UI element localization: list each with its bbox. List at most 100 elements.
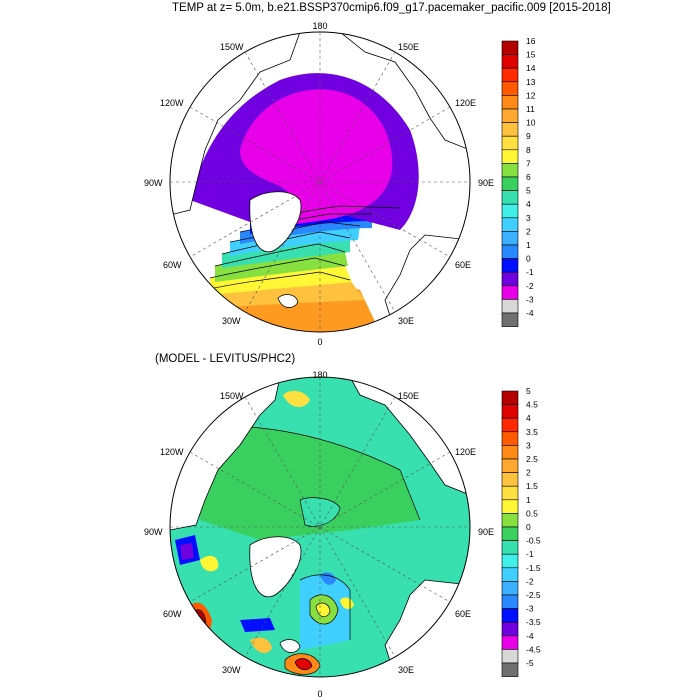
diff-colorbar-swatch xyxy=(501,445,519,460)
diff-colorbar-tick-label: 1 xyxy=(526,495,531,505)
lon-label-60e-b: 60E xyxy=(455,609,471,619)
temp-colorbar-tick-label: 10 xyxy=(526,118,536,128)
diff-colorbar-swatch xyxy=(501,417,519,433)
diff-colorbar-tick-label: 0.5 xyxy=(526,508,538,518)
diff-colorbar-tick-label: -2.5 xyxy=(526,590,541,600)
temp-colorbar-swatch xyxy=(501,81,519,96)
diff-colorbar-tick-label: -4.5 xyxy=(526,644,541,654)
lon-label-120e-b: 120E xyxy=(455,447,476,457)
diff-colorbar-swatch xyxy=(501,485,519,501)
lon-label-90w-b: 90W xyxy=(144,527,163,537)
temp-colorbar-tick-label: 8 xyxy=(526,145,531,155)
temp-colorbar-tick-label: 4 xyxy=(526,199,531,209)
lon-label-30e-b: 30E xyxy=(398,665,414,675)
lon-label-60e: 60E xyxy=(455,260,471,270)
lon-label-90e: 90E xyxy=(478,178,494,188)
diff-colorbar-tick-label: 3 xyxy=(526,440,531,450)
diff-colorbar-swatch xyxy=(501,472,519,487)
temp-colorbar-swatch xyxy=(501,203,519,219)
temp-colorbar-swatch xyxy=(501,258,519,273)
lon-label-150e: 150E xyxy=(398,42,419,52)
temp-colorbar-tick-label: 5 xyxy=(526,186,531,196)
diff-colorbar-tick-label: 1.5 xyxy=(526,481,538,491)
temp-colorbar-tick-label: 11 xyxy=(526,104,535,114)
diff-colorbar-swatch xyxy=(501,662,519,677)
temp-colorbar-tick-label: 9 xyxy=(526,131,531,141)
diff-colorbar-tick-label: -0.5 xyxy=(526,536,541,546)
diff-colorbar-tick-label: 0 xyxy=(526,522,531,532)
diff-colorbar: 5 4.5 4 3.5 3 2.5 2 1.5 1 0.5 0 -0.5 -1 -1.5 -2 -2.5 -3 -… xyxy=(501,386,541,677)
temp-colorbar-swatch xyxy=(501,108,519,123)
temp-colorbar-swatch xyxy=(501,271,519,287)
diff-colorbar-tick-label: -2 xyxy=(526,576,534,586)
lon-label-30w: 30W xyxy=(222,316,241,326)
temp-colorbar-swatch xyxy=(501,231,519,246)
diff-colorbar-swatch xyxy=(501,513,519,528)
temp-colorbar-swatch xyxy=(501,149,519,164)
temp-colorbar-tick-label: 15 xyxy=(526,50,536,60)
lon-label-60w-b: 60W xyxy=(163,609,182,619)
diff-colorbar-tick-label: -5 xyxy=(526,658,534,668)
temp-colorbar-swatch xyxy=(501,190,519,205)
diff-colorbar-swatch xyxy=(501,635,519,650)
temp-colorbar-tick-label: 7 xyxy=(526,158,531,168)
temp-colorbar-swatch xyxy=(501,217,519,232)
temp-colorbar-swatch xyxy=(501,54,519,69)
temp-colorbar-swatch xyxy=(501,176,519,191)
lon-label-60w: 60W xyxy=(163,260,182,270)
temp-colorbar-swatch xyxy=(501,122,519,137)
lon-label-30e: 30E xyxy=(398,316,414,326)
diff-colorbar-tick-label: 2 xyxy=(526,468,531,478)
diff-colorbar-swatch xyxy=(501,526,519,541)
diff-colorbar-swatch xyxy=(501,499,519,514)
temp-colorbar-swatch xyxy=(501,135,519,151)
temp-colorbar-swatch xyxy=(501,95,519,110)
diff-colorbar-swatch xyxy=(501,567,519,582)
lon-label-150w: 150W xyxy=(220,42,244,52)
diff-colorbar-tick-label: -4 xyxy=(526,631,534,641)
diff-colorbar-tick-label: -3 xyxy=(526,604,534,614)
temp-map-panel: 180 150E 120E 90E 60E 30E 0 30W 60W 90W … xyxy=(144,21,494,347)
lon-label-150e-b: 150E xyxy=(398,391,419,401)
diff-map-panel: 180 150E 120E 90E 60E 30E 0 30W 60W 90W … xyxy=(144,370,494,699)
lon-label-180-b: 180 xyxy=(312,370,327,380)
lon-label-150w-b: 150W xyxy=(220,391,244,401)
diff-colorbar-tick-label: -3.5 xyxy=(526,617,541,627)
lon-label-120w: 120W xyxy=(160,98,184,108)
temp-colorbar-swatch xyxy=(501,285,519,300)
diff-colorbar-swatch xyxy=(501,404,519,419)
diff-colorbar-tick-label: 4.5 xyxy=(526,400,538,410)
temp-colorbar-tick-label: -2 xyxy=(526,281,534,291)
temp-colorbar-tick-label: -1 xyxy=(526,267,534,277)
map-title: TEMP at z= 5.0m, b.e21.BSSP370cmip6.f09_… xyxy=(172,2,611,14)
lon-label-0: 0 xyxy=(317,337,322,347)
diff-colorbar-tick-label: 2.5 xyxy=(526,454,538,464)
temp-colorbar-tick-label: -4 xyxy=(526,308,534,318)
temp-colorbar-tick-label: 16 xyxy=(526,36,536,46)
temp-colorbar-tick-label: 3 xyxy=(526,213,531,223)
diff-colorbar-swatch xyxy=(501,581,519,596)
temp-colorbar-swatch xyxy=(501,299,519,314)
diff-colorbar-swatch xyxy=(501,458,519,473)
lon-label-120w-b: 120W xyxy=(160,447,184,457)
lon-label-90e-b: 90E xyxy=(478,527,494,537)
lon-label-0-b: 0 xyxy=(317,689,322,699)
diff-colorbar-swatch xyxy=(501,621,519,637)
temp-colorbar-swatch xyxy=(501,67,519,83)
temp-colorbar-tick-label: 12 xyxy=(526,90,536,100)
temp-colorbar-tick-label: 2 xyxy=(526,226,531,236)
lon-label-90w: 90W xyxy=(144,178,163,188)
temp-colorbar-tick-label: 13 xyxy=(526,77,536,87)
diff-colorbar-swatch xyxy=(501,390,519,405)
diff-colorbar-tick-label: -1 xyxy=(526,549,534,559)
diff-colorbar-tick-label: 5 xyxy=(526,386,531,396)
lon-label-120e: 120E xyxy=(455,98,476,108)
temp-colorbar-swatch xyxy=(501,163,519,178)
diff-colorbar-tick-label: 4 xyxy=(526,413,531,423)
temp-colorbar-tick-label: -3 xyxy=(526,294,534,304)
temp-colorbar-tick-label: 1 xyxy=(526,240,531,250)
lon-label-180: 180 xyxy=(312,21,327,31)
diff-colorbar-swatch xyxy=(501,649,519,664)
